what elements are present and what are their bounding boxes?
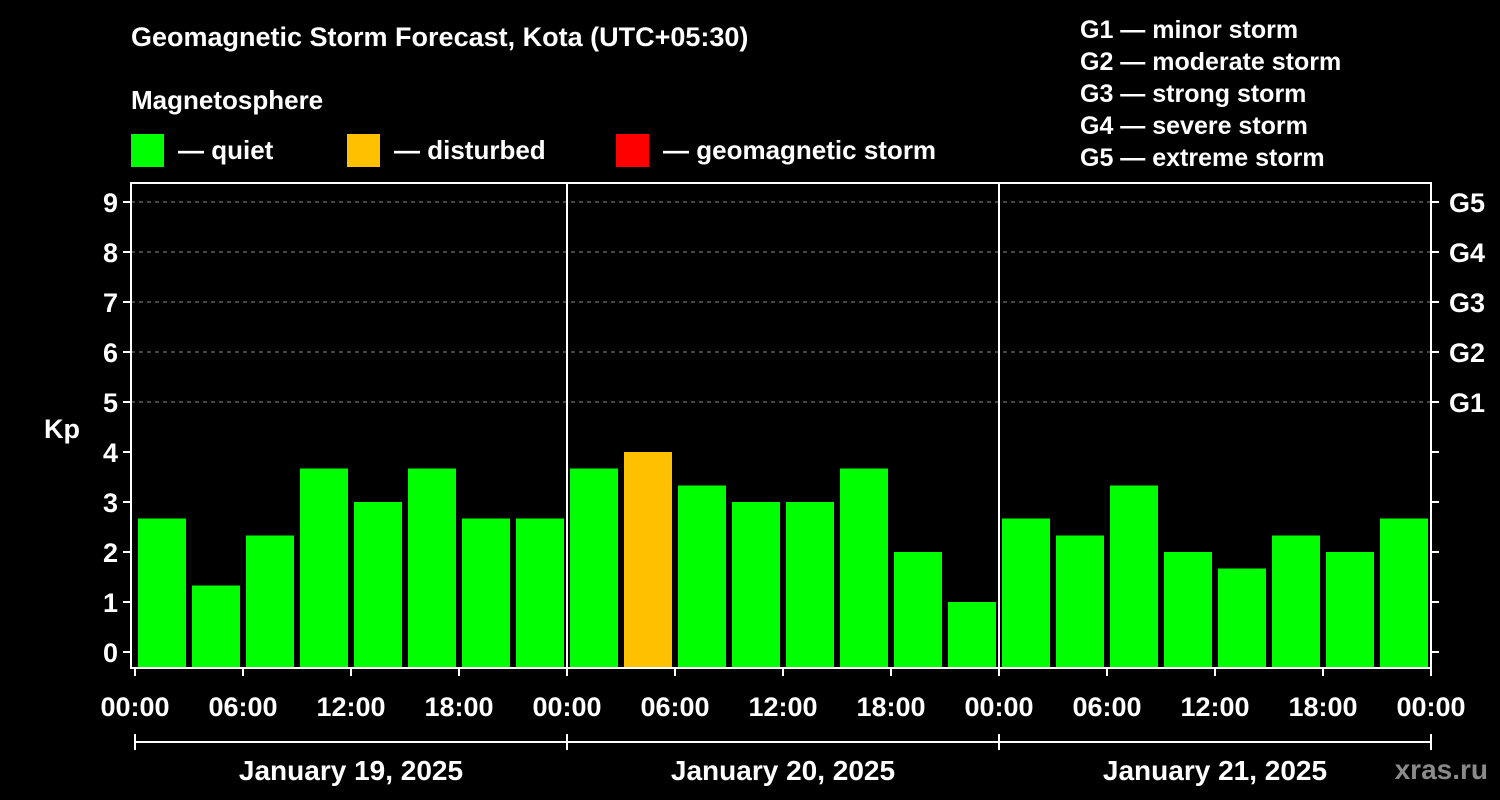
y-tick-label-7: 7 (103, 288, 118, 318)
bar-18 (1056, 535, 1104, 668)
right-tick-label-G5: G5 (1449, 188, 1485, 218)
legend-swatch-storm (616, 133, 649, 167)
x-tick-label-2: 12:00 (316, 692, 385, 722)
bar-23 (1326, 552, 1374, 668)
bar-10 (624, 452, 672, 668)
legend-item-disturbed: — disturbed (347, 133, 546, 167)
y-tick-label-5: 5 (103, 388, 118, 418)
bar-14 (840, 468, 888, 668)
right-tick-label-G4: G4 (1449, 238, 1485, 268)
x-tick-label-3: 18:00 (424, 692, 493, 722)
legend-swatch-disturbed (347, 133, 380, 167)
date-label-1: January 20, 2025 (671, 755, 895, 786)
plot-frame (130, 182, 1432, 669)
x-tick-label-10: 12:00 (1180, 692, 1249, 722)
x-tick-label-1: 06:00 (208, 692, 277, 722)
magnetosphere-heading: Magnetosphere (131, 85, 324, 115)
y-axis-label: Kp (44, 414, 80, 444)
right-tick-label-G2: G2 (1449, 338, 1485, 368)
legend-item-quiet: — quiet (131, 133, 273, 167)
date-label-0: January 19, 2025 (239, 755, 463, 786)
right-tick-label-G3: G3 (1449, 288, 1485, 318)
bar-24 (1380, 518, 1428, 668)
bar-16 (948, 602, 996, 668)
y-tick-label-2: 2 (103, 538, 118, 568)
bar-1 (138, 518, 186, 668)
x-tick-label-4: 00:00 (532, 692, 601, 722)
y-tick-label-6: 6 (103, 338, 118, 368)
bar-7 (462, 518, 510, 668)
storm-scale-legend: G1 — minor storm G2 — moderate storm G3 … (1080, 14, 1341, 174)
legend-swatch-quiet (131, 133, 164, 167)
x-tick-label-12: 00:00 (1396, 692, 1465, 722)
x-tick-label-0: 00:00 (100, 692, 169, 722)
bar-12 (732, 502, 780, 668)
bar-20 (1164, 552, 1212, 668)
y-tick-label-9: 9 (103, 188, 118, 218)
bar-22 (1272, 535, 1320, 668)
bar-21 (1218, 568, 1266, 668)
bar-8 (516, 518, 564, 668)
x-tick-label-7: 18:00 (856, 692, 925, 722)
date-label-2: January 21, 2025 (1103, 755, 1327, 786)
bar-4 (300, 468, 348, 668)
bar-3 (246, 535, 294, 668)
bar-17 (1002, 518, 1050, 668)
storm-scale-g3: G3 — strong storm (1080, 80, 1307, 108)
bar-6 (408, 468, 456, 668)
storm-scale-g4: G4 — severe storm (1080, 112, 1308, 140)
legend-label-disturbed: — disturbed (394, 134, 546, 165)
y-tick-label-4: 4 (103, 438, 118, 468)
x-tick-label-8: 00:00 (964, 692, 1033, 722)
x-tick-label-5: 06:00 (640, 692, 709, 722)
x-tick-label-6: 12:00 (748, 692, 817, 722)
watermark: xras.ru (1394, 754, 1488, 785)
legend-item-storm: — geomagnetic storm (616, 133, 936, 167)
bar-11 (678, 485, 726, 668)
x-tick-label-11: 18:00 (1288, 692, 1357, 722)
page-title: Geomagnetic Storm Forecast, Kota (UTC+05… (131, 22, 749, 52)
x-tick-label-9: 06:00 (1072, 692, 1141, 722)
storm-scale-g2: G2 — moderate storm (1080, 48, 1342, 76)
right-tick-label-G1: G1 (1449, 388, 1485, 418)
bar-15 (894, 552, 942, 668)
storm-scale-g1: G1 — minor storm (1080, 16, 1299, 44)
bar-13 (786, 502, 834, 668)
storm-scale-g5: G5 — extreme storm (1080, 144, 1325, 172)
bar-19 (1110, 485, 1158, 668)
bar-9 (570, 468, 618, 668)
y-tick-label-8: 8 (103, 238, 118, 268)
y-tick-label-3: 3 (103, 488, 118, 518)
bar-2 (192, 585, 240, 668)
y-tick-label-0: 0 (103, 638, 118, 668)
legend-label-storm: — geomagnetic storm (663, 134, 937, 165)
y-tick-label-1: 1 (103, 588, 118, 618)
bar-5 (354, 502, 402, 668)
legend-label-quiet: — quiet (178, 134, 274, 165)
